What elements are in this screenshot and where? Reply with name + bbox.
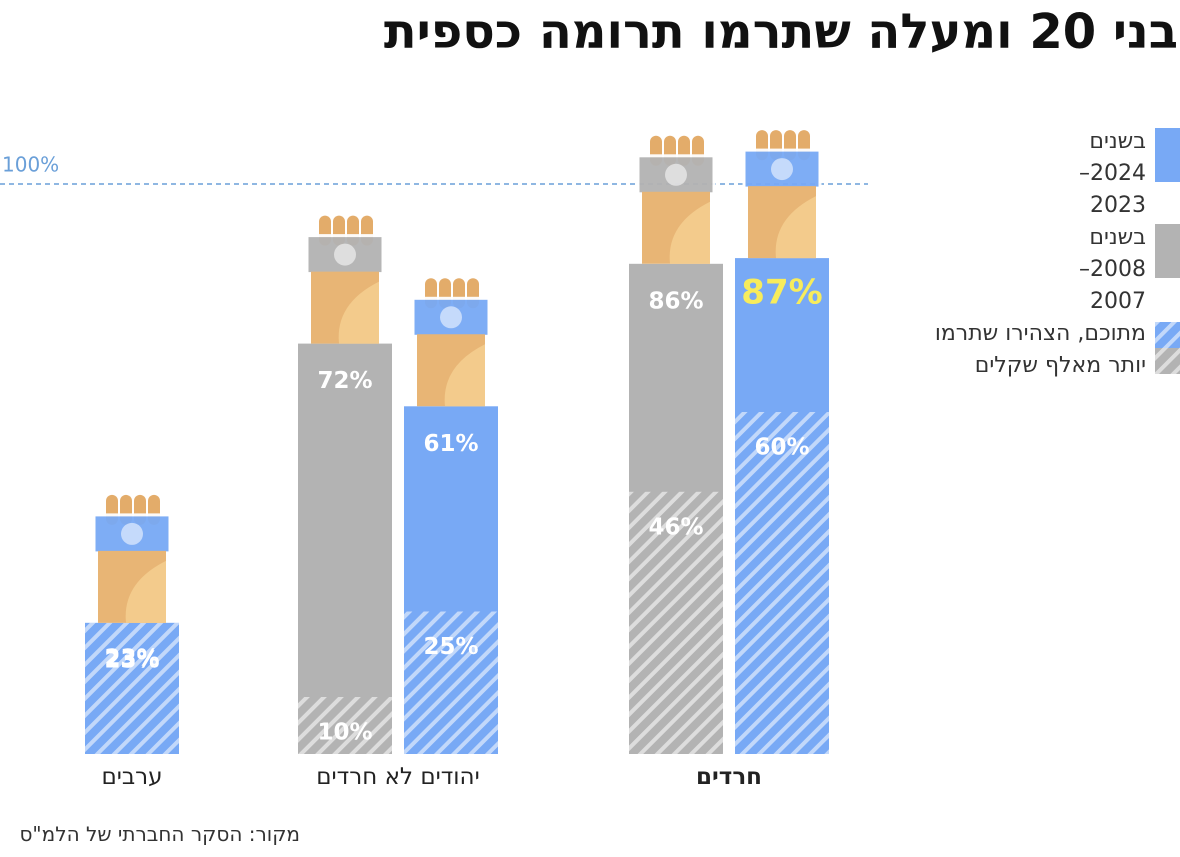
- legend-label: מתוכם, הצהירו שתרמו יותר מאלף שקלים: [934, 321, 1146, 378]
- legend-swatch: [1155, 224, 1180, 278]
- subset-bar: [404, 611, 498, 754]
- subset-label: 46%: [648, 514, 703, 540]
- subset-label: 10%: [317, 720, 372, 746]
- subset-label: 60%: [754, 435, 809, 461]
- palm-shade: [669, 201, 710, 264]
- hand-icon: [636, 135, 716, 264]
- x-tick-label: חרדים: [696, 764, 762, 790]
- bar: [298, 343, 392, 754]
- palm-shade: [444, 344, 485, 407]
- hand-icon: [305, 215, 385, 344]
- value-label: 86%: [648, 288, 703, 314]
- note-coin: [121, 522, 143, 545]
- value-label: 61%: [423, 431, 478, 457]
- chart-title: בני 20 ומעלה שתרמו תרומה כספית: [383, 4, 1178, 60]
- palm-shade: [775, 196, 816, 259]
- value-label: 87%: [741, 273, 822, 313]
- subset-bar: [629, 491, 723, 754]
- reference-label: 100%: [2, 153, 59, 177]
- legend-label: בשנים 2008–2007: [1079, 225, 1146, 314]
- legend-swatch: [1155, 128, 1180, 182]
- legend-label: בשנים 2024–2023: [1079, 129, 1146, 218]
- palm-shade: [125, 560, 166, 623]
- hand-icon: [742, 130, 822, 259]
- note-coin: [440, 306, 462, 329]
- subset-bar: [735, 412, 829, 754]
- value-label: 72%: [317, 368, 372, 394]
- subset-label: 23%: [104, 645, 159, 671]
- source-note: מקור: הסקר החברתי של הלמ"ס: [19, 822, 300, 846]
- legend-swatch: [1155, 322, 1180, 348]
- hand-icon: [92, 494, 172, 623]
- value-label: 23%: [104, 647, 159, 673]
- x-tick-label: יהודים לא חרדים: [316, 764, 480, 790]
- subset-label: 25%: [423, 634, 478, 660]
- note-coin: [665, 163, 687, 186]
- legend-swatch: [1155, 348, 1180, 374]
- x-tick-label: ערבים: [101, 764, 163, 790]
- note-coin: [334, 243, 356, 266]
- note-coin: [771, 158, 793, 181]
- subset-bar: [298, 697, 392, 754]
- subset-bar: [85, 622, 179, 754]
- hand-icon: [411, 278, 491, 407]
- palm-shade: [338, 281, 379, 344]
